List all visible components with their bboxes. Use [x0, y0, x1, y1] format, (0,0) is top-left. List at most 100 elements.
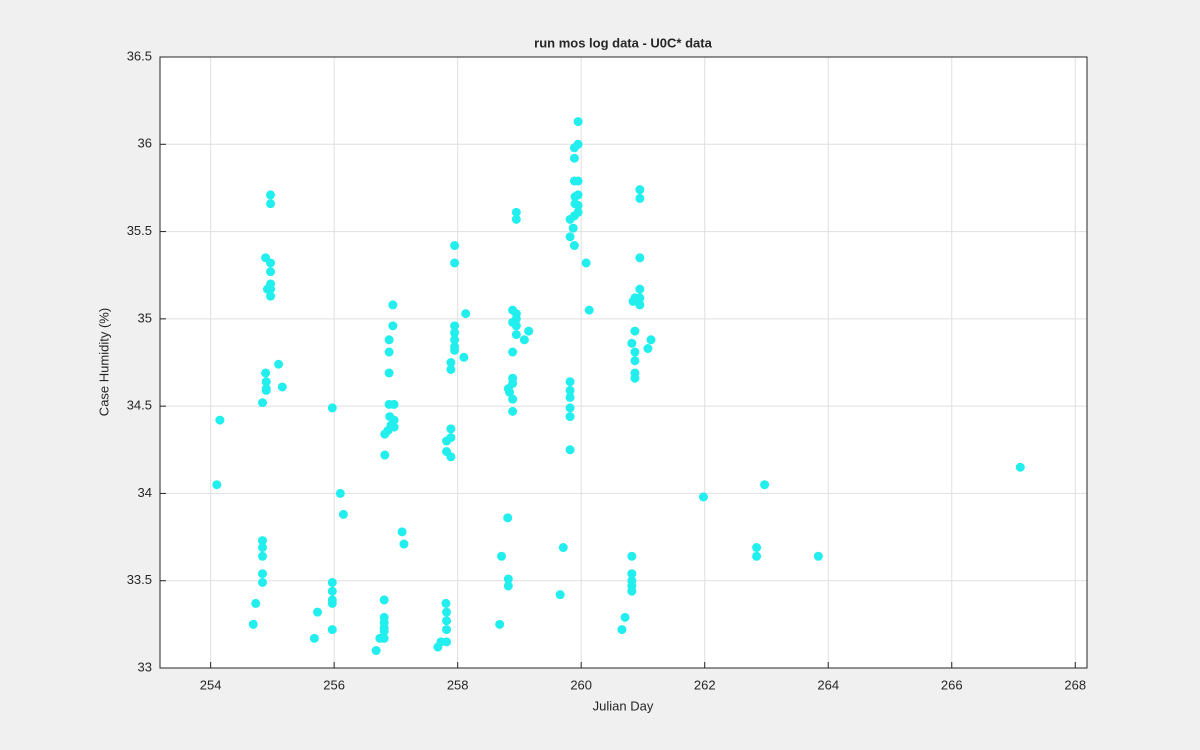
- point: [1015, 462, 1025, 472]
- point: [450, 335, 460, 345]
- point: [519, 335, 529, 345]
- point: [573, 190, 583, 200]
- x-tick-label: 262: [694, 677, 716, 692]
- point: [760, 480, 770, 490]
- point: [503, 581, 513, 591]
- x-tick-label: 268: [1064, 677, 1086, 692]
- x-tick-label: 258: [447, 677, 469, 692]
- point: [630, 373, 640, 383]
- point: [335, 488, 345, 498]
- point: [379, 626, 389, 636]
- x-tick-label: 254: [200, 677, 222, 692]
- point: [555, 590, 565, 600]
- point: [511, 330, 521, 340]
- point: [565, 232, 575, 242]
- y-tick-label: 36: [138, 136, 152, 151]
- point: [309, 633, 319, 643]
- y-tick-label: 33: [138, 659, 152, 674]
- point: [635, 253, 645, 263]
- point: [573, 139, 583, 149]
- point: [266, 284, 276, 294]
- point: [508, 394, 518, 404]
- point: [258, 536, 268, 546]
- point: [635, 284, 645, 294]
- point: [379, 595, 389, 605]
- point: [558, 543, 568, 553]
- point: [573, 176, 583, 186]
- point: [635, 185, 645, 195]
- point: [446, 364, 456, 374]
- point: [752, 543, 762, 553]
- point: [446, 358, 456, 367]
- point: [565, 392, 575, 402]
- point: [258, 577, 268, 587]
- point: [635, 193, 645, 203]
- point: [627, 338, 637, 348]
- point: [568, 223, 578, 233]
- point: [446, 424, 456, 434]
- point: [573, 117, 583, 127]
- point: [266, 258, 276, 268]
- point: [388, 300, 398, 310]
- point: [630, 326, 640, 336]
- y-tick-label: 35.5: [127, 223, 152, 238]
- point: [212, 480, 222, 490]
- point: [643, 344, 653, 354]
- point: [384, 368, 394, 378]
- point: [384, 347, 394, 357]
- point: [261, 385, 271, 395]
- point: [446, 452, 456, 462]
- point: [450, 321, 460, 331]
- y-axis-label: Case Humidity (%): [96, 308, 111, 416]
- point: [617, 625, 627, 635]
- point: [569, 153, 579, 163]
- point: [446, 433, 456, 443]
- point: [495, 619, 505, 629]
- point: [327, 598, 337, 608]
- point: [266, 267, 276, 277]
- point: [266, 199, 276, 209]
- point: [635, 293, 645, 303]
- point: [442, 607, 452, 617]
- point: [441, 598, 451, 608]
- point: [442, 625, 452, 635]
- axes-box: [159, 56, 1088, 669]
- point: [573, 200, 583, 210]
- x-axis-label: Julian Day: [593, 698, 654, 713]
- point: [569, 241, 579, 251]
- x-tick-label: 264: [817, 677, 839, 692]
- point: [450, 258, 460, 268]
- point: [505, 387, 515, 397]
- point: [511, 314, 521, 324]
- point: [266, 190, 276, 200]
- point: [565, 385, 575, 395]
- point: [397, 527, 407, 537]
- point: [752, 551, 762, 561]
- point: [511, 321, 521, 331]
- point: [248, 619, 258, 629]
- y-tick-label: 35: [138, 310, 152, 325]
- point: [261, 377, 271, 387]
- point: [627, 551, 637, 561]
- point: [511, 207, 521, 217]
- point: [327, 625, 337, 635]
- plot-area: [160, 57, 1087, 668]
- point: [620, 612, 630, 622]
- point: [508, 406, 518, 416]
- point: [813, 551, 823, 561]
- point: [258, 551, 268, 561]
- point: [379, 633, 389, 643]
- point: [312, 607, 322, 617]
- point: [450, 345, 460, 355]
- point: [565, 412, 575, 422]
- point: [258, 398, 268, 408]
- point: [635, 300, 645, 310]
- point: [524, 326, 534, 336]
- y-tick-label: 33.5: [127, 572, 152, 587]
- point: [266, 291, 276, 301]
- point: [698, 492, 708, 502]
- point: [511, 214, 521, 224]
- y-tick-label: 36.5: [127, 48, 152, 63]
- x-tick-label: 256: [323, 677, 345, 692]
